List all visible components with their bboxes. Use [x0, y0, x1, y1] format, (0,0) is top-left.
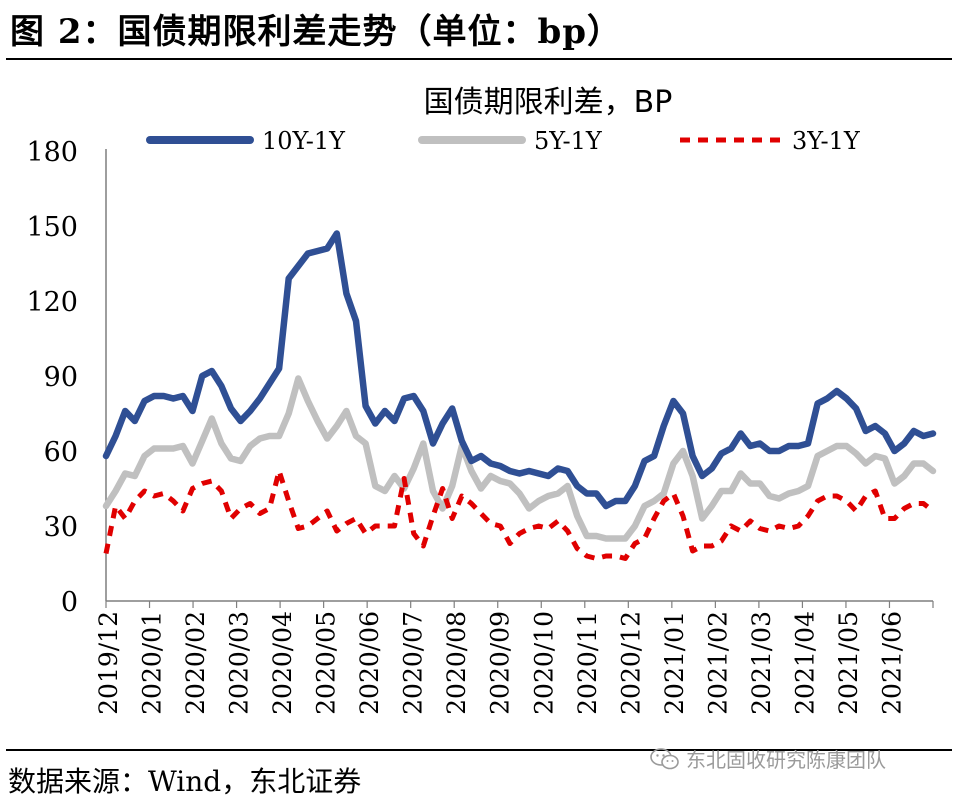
x-tick-label: 2020/11: [573, 611, 602, 715]
x-tick-label: 2020/10: [529, 611, 558, 715]
x-tick-label: 2020/09: [486, 611, 515, 715]
y-tick-label: 0: [61, 587, 78, 618]
y-tick-label: 90: [44, 362, 78, 393]
x-tick-label: 2020/07: [399, 611, 428, 715]
y-tick-label: 180: [26, 137, 78, 168]
x-axis: 2019/12 2020/01 2020/02 2020/03 2020/04 2020/…: [94, 600, 934, 715]
x-tick-label: 2021/01: [660, 611, 689, 715]
legend: 10Y-1Y 5Y-1Y 3Y-1Y: [146, 127, 861, 155]
legend-label: 3Y-1Y: [792, 127, 861, 155]
spread-line-chart: 国债期限利差，BP 10Y-1Y 5Y-1Y 3Y-1Y 0 30 60 90 120 150…: [26, 85, 937, 715]
watermark: 东北固收研究陈康团队: [650, 744, 886, 773]
bottom-divider: [6, 749, 952, 751]
x-tick-label: 2020/02: [181, 611, 210, 715]
x-tick-label: 2019/12: [94, 611, 123, 715]
x-tick-label: 2021/04: [790, 611, 819, 715]
source-note: 数据来源：Wind，东北证券: [8, 765, 362, 798]
y-axis: 0 30 60 90 120 150 180: [26, 137, 107, 618]
x-tick-label: 2020/08: [442, 611, 471, 715]
wechat-icon: [650, 747, 679, 769]
x-tick-label: 2020/04: [268, 611, 297, 715]
series-layer: [102, 230, 937, 561]
watermark-text: 东北固收研究陈康团队: [686, 748, 886, 772]
series-line-10y-1y: [102, 230, 937, 510]
x-tick-label: 2020/12: [616, 611, 645, 715]
x-tick-label: 2020/03: [225, 611, 254, 715]
top-divider: [6, 58, 952, 60]
legend-label: 10Y-1Y: [262, 127, 346, 155]
x-tick-label: 2021/02: [703, 611, 732, 715]
y-tick-label: 150: [26, 212, 78, 243]
y-tick-label: 120: [26, 287, 78, 318]
y-tick-label: 30: [44, 512, 78, 543]
legend-label: 5Y-1Y: [534, 127, 603, 155]
x-tick-label: 2021/05: [834, 611, 863, 715]
figure-title: 图 2：国债期限利差走势（单位：bp）: [10, 12, 623, 52]
chart-title: 国债期限利差，BP: [424, 85, 673, 120]
x-tick-label: 2020/05: [312, 611, 341, 715]
x-tick-label: 2020/06: [355, 611, 384, 715]
x-tick-label: 2020/01: [138, 611, 167, 715]
y-tick-label: 60: [44, 437, 78, 468]
series-line-3y-1y: [103, 468, 935, 561]
x-tick-label: 2021/03: [747, 611, 776, 715]
series-line-5y-1y: [102, 375, 937, 542]
x-tick-label: 2021/06: [877, 611, 906, 715]
